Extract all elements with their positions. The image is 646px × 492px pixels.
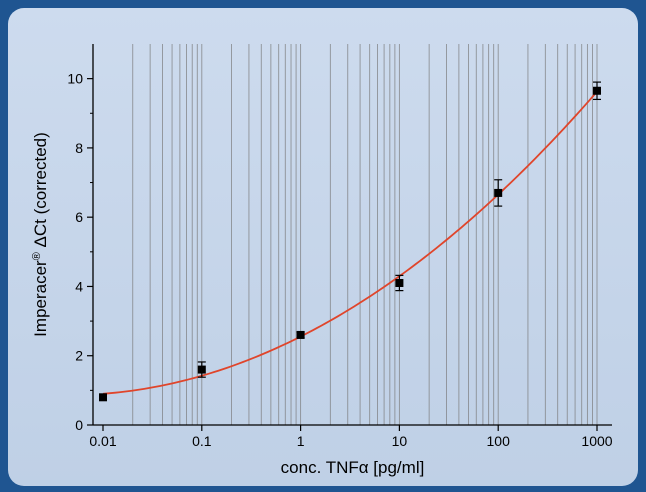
- data-point: [99, 393, 107, 402]
- y-axis-title-sup: ®: [31, 252, 43, 260]
- x-ticks: 0.01 0.1 1 10 100 1000: [89, 425, 613, 449]
- y-tick-label: 0: [75, 417, 83, 433]
- y-ticks: 0 2 4 6 8 10: [67, 71, 93, 433]
- fit-curve: [102, 91, 598, 395]
- data-point: [494, 188, 503, 197]
- x-tick-label: 100: [487, 433, 511, 449]
- data-point: [296, 330, 305, 339]
- data-point: [593, 86, 601, 95]
- y-tick-label: 8: [75, 140, 83, 156]
- data-point: [395, 278, 404, 287]
- x-tick-label: 1000: [581, 433, 612, 449]
- axes: [92, 44, 612, 426]
- x-tick-label: 10: [392, 433, 408, 449]
- vertical-gridlines: [132, 44, 598, 425]
- data-points: [99, 81, 601, 402]
- x-tick-label: 0.01: [89, 433, 116, 449]
- y-axis-title-rest: ΔCt (corrected): [31, 132, 50, 252]
- y-axis-title: Imperacer® ΔCt (corrected): [31, 132, 50, 337]
- data-point: [197, 365, 206, 374]
- y-axis-title-main: Imperacer: [31, 260, 50, 337]
- y-tick-label: 4: [75, 278, 83, 294]
- x-tick-label: 1: [297, 433, 305, 449]
- y-tick-label: 2: [75, 348, 83, 364]
- y-tick-label: 6: [75, 209, 83, 225]
- y-tick-label: 10: [67, 71, 83, 87]
- chart-panel: [8, 8, 638, 486]
- x-tick-label: 0.1: [192, 433, 212, 449]
- x-axis-title: conc. TNFα [pg/ml]: [281, 458, 425, 477]
